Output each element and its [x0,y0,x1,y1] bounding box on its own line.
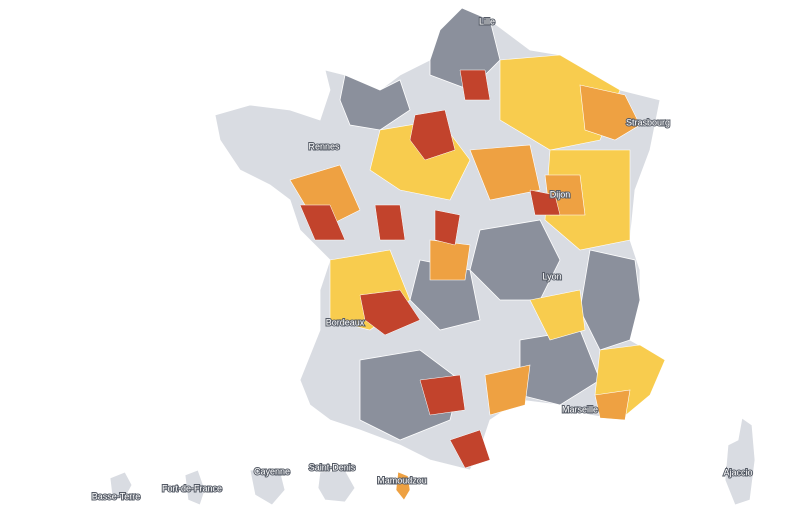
region [449,429,491,469]
mayotte [395,471,411,501]
city-label: Cayenne [254,466,290,476]
region [359,289,421,336]
region [374,204,406,241]
region [339,74,411,131]
region [594,389,631,421]
city-labels: Lille Strasbourg Rennes Dijon Lyon Bordeaux Ma… [91,15,754,502]
city-label: Saint-Denis [309,462,356,472]
region [459,69,491,101]
city-label: Strasbourg [626,117,670,127]
region [529,289,586,341]
guadeloupe [109,471,133,499]
city-label: Lille [479,16,495,26]
region [419,374,466,416]
city-label: Rennes [308,141,340,151]
region [359,349,461,441]
city-label: Ajaccio [723,467,752,477]
city-label: Basse-Terre [92,491,141,501]
region [434,209,461,246]
guyane [249,469,286,506]
city-label: Lyon [542,271,561,281]
region [484,364,531,416]
region [409,109,456,161]
reunion [317,469,356,503]
region [529,189,561,216]
region [299,204,346,241]
region [469,144,541,201]
martinique [184,469,206,506]
city-label: Dijon [550,189,571,199]
city-label: Mamoudzou [377,475,427,485]
region [429,239,471,281]
city-label: Bordeaux [326,317,365,327]
city-label: Marseille [562,404,598,414]
city-label: Fort-de-France [162,483,222,493]
region [579,84,641,141]
corsica [724,417,756,506]
